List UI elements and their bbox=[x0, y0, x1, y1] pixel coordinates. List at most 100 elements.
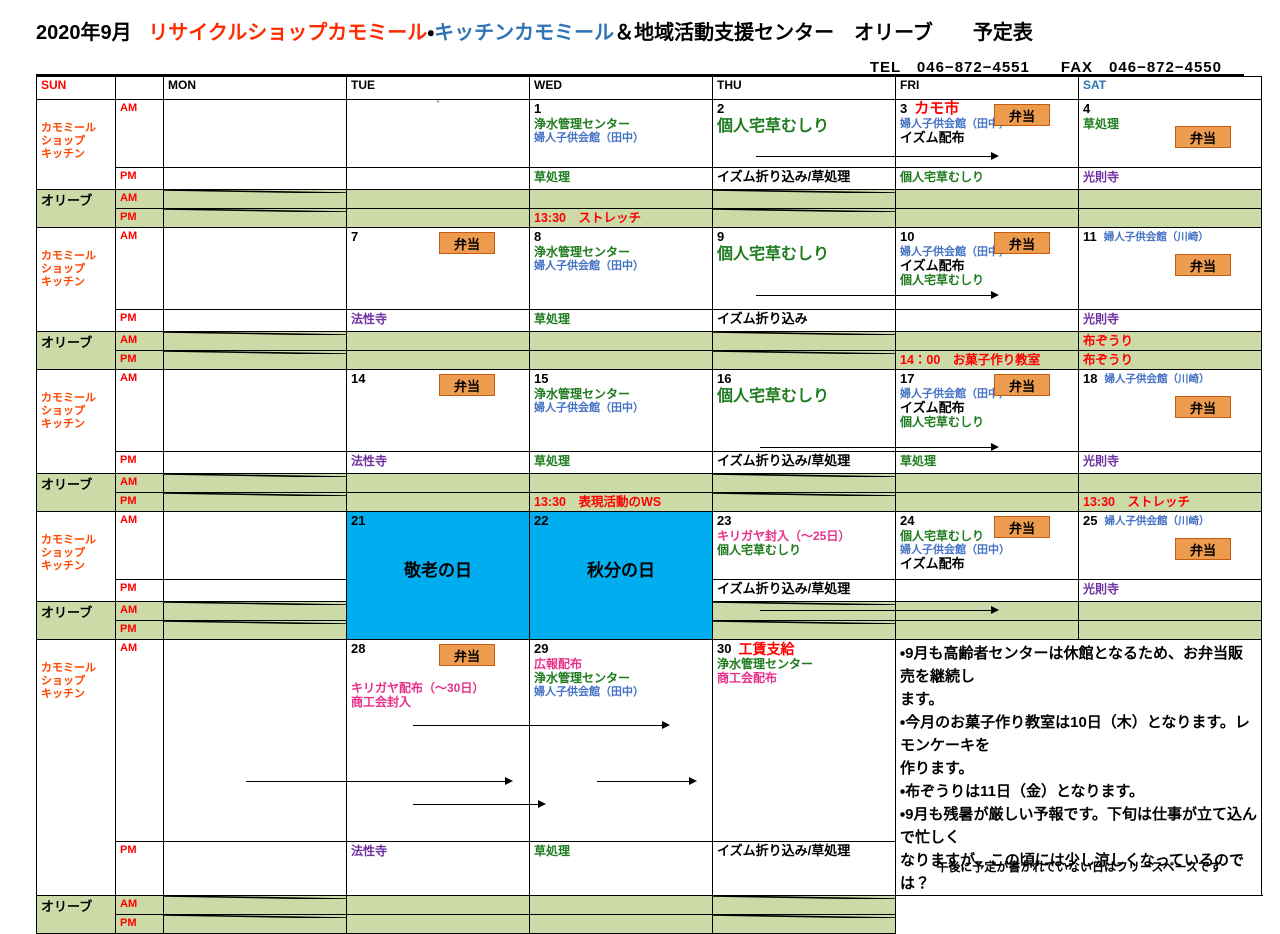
olive-week1-fri-pm[interactable] bbox=[1079, 209, 1262, 228]
olive-week2-sun-am[interactable] bbox=[164, 332, 347, 351]
olive-week1-thu-pm[interactable] bbox=[896, 209, 1079, 228]
olive-week4-fri-am[interactable] bbox=[1079, 602, 1262, 621]
olive-week1-mon-pm[interactable] bbox=[347, 209, 530, 228]
olive-week2-thu-am[interactable] bbox=[896, 332, 1079, 351]
olive-week1-wed-am[interactable] bbox=[713, 190, 896, 209]
cell-week4-fri-pm[interactable]: 光則寺 bbox=[1079, 580, 1262, 602]
cell-week2-sun-pm[interactable] bbox=[164, 310, 347, 332]
cell-week3-fri-pm[interactable]: 光則寺 bbox=[1079, 452, 1262, 474]
olive-week3-tue-am[interactable] bbox=[530, 474, 713, 493]
cell-week2-thu-pm[interactable] bbox=[896, 310, 1079, 332]
olive-week3-fri-pm[interactable]: 13:30 ストレッチ bbox=[1079, 493, 1262, 512]
cell-week1-tue-pm[interactable]: 草処理 bbox=[530, 168, 713, 190]
cell-week4-thu-pm[interactable] bbox=[896, 580, 1079, 602]
olive-week1-tue-pm[interactable]: 13:30 ストレッチ bbox=[530, 209, 713, 228]
cell-week1-thu-pm[interactable]: 個人宅草むしり bbox=[896, 168, 1079, 190]
olive-week4-sun-pm[interactable] bbox=[164, 621, 347, 640]
cell-week1-wed-pm[interactable]: イズム折り込み/草処理 bbox=[713, 168, 896, 190]
olive-week3-wed-am[interactable] bbox=[713, 474, 896, 493]
cell-week3-tue-pm[interactable]: 草処理 bbox=[530, 452, 713, 474]
olive-week3-fri-am[interactable] bbox=[1079, 474, 1262, 493]
cell-week1-sun-am[interactable] bbox=[164, 100, 347, 168]
olive-week3-sun-am[interactable] bbox=[164, 474, 347, 493]
period-label: AM bbox=[120, 604, 137, 616]
olive-week3-mon-am[interactable] bbox=[347, 474, 530, 493]
row-label-line: カモミール bbox=[41, 662, 115, 675]
olive-week5-tue-am[interactable] bbox=[530, 896, 713, 915]
olive-week4-wed-pm[interactable] bbox=[713, 621, 896, 640]
cell-week4-sun-am[interactable] bbox=[164, 512, 347, 580]
cell-week3-sun-pm[interactable] bbox=[164, 452, 347, 474]
cell-week2-tue-pm[interactable]: 草処理 bbox=[530, 310, 713, 332]
olive-week2-sun-pm[interactable] bbox=[164, 351, 347, 370]
cell-week1-mon-pm[interactable] bbox=[347, 168, 530, 190]
cell-week1-sun-pm[interactable] bbox=[164, 168, 347, 190]
olive-week5-sun-pm[interactable] bbox=[164, 915, 347, 934]
olive-week3-thu-pm[interactable] bbox=[896, 493, 1079, 512]
olive-week5-tue-pm[interactable] bbox=[530, 915, 713, 934]
cell-week4-wed-pm[interactable]: イズム折り込み/草処理 bbox=[713, 580, 896, 602]
olive-week3-sun-pm[interactable] bbox=[164, 493, 347, 512]
olive-week5-mon-am[interactable] bbox=[347, 896, 530, 915]
olive-week5-sun-am[interactable] bbox=[164, 896, 347, 915]
olive-week5-wed-pm[interactable] bbox=[713, 915, 896, 934]
olive-week3-mon-pm[interactable] bbox=[347, 493, 530, 512]
cell-week5-sun-am[interactable] bbox=[164, 640, 347, 842]
olive-week1-thu-am[interactable] bbox=[896, 190, 1079, 209]
dow-header-tue: TUE bbox=[347, 77, 530, 100]
cell-week4-sun-pm[interactable] bbox=[164, 580, 347, 602]
cell-week2-mon-pm[interactable]: 法性寺 bbox=[347, 310, 530, 332]
olive-week2-fri-pm[interactable]: 布ぞうり bbox=[1079, 351, 1262, 370]
olive-week1-wed-pm[interactable] bbox=[713, 209, 896, 228]
olive-week2-fri-am[interactable]: 布ぞうり bbox=[1079, 332, 1262, 351]
olive-week3-tue-pm[interactable]: 13:30 表現活動のWS bbox=[530, 493, 713, 512]
olive-week1-mon-am[interactable] bbox=[347, 190, 530, 209]
cell-week3-wed-pm[interactable]: イズム折り込み/草処理 bbox=[713, 452, 896, 474]
olive-week2-tue-am[interactable] bbox=[530, 332, 713, 351]
cell-week3-thu-pm[interactable]: 草処理 bbox=[896, 452, 1079, 474]
olive-week2-mon-am[interactable] bbox=[347, 332, 530, 351]
olive-week4-fri-pm[interactable] bbox=[1079, 621, 1262, 640]
cell-week1-fri-pm[interactable]: 光則寺 bbox=[1079, 168, 1262, 190]
olive-week2-tue-pm[interactable] bbox=[530, 351, 713, 370]
cell-week3-sun-am[interactable] bbox=[164, 370, 347, 452]
olive-week2-wed-pm[interactable] bbox=[713, 351, 896, 370]
olive-week5-mon-pm[interactable] bbox=[347, 915, 530, 934]
cell-week2-sun-am[interactable] bbox=[164, 228, 347, 310]
olive-week1-tue-am[interactable] bbox=[530, 190, 713, 209]
olive-week2-thu-pm[interactable]: 14：00 お菓子作り教室 bbox=[896, 351, 1079, 370]
cell-week1-mon-am[interactable] bbox=[347, 100, 530, 168]
olive-week5-wed-am[interactable] bbox=[713, 896, 896, 915]
olive-week3-wed-pm[interactable] bbox=[713, 493, 896, 512]
olive-week4-sun-am[interactable] bbox=[164, 602, 347, 621]
olive-week3-thu-am[interactable] bbox=[896, 474, 1079, 493]
olive-week1-sun-am[interactable] bbox=[164, 190, 347, 209]
cell-week2-fri-pm[interactable]: 光則寺 bbox=[1079, 310, 1262, 332]
cell-week2-wed-pm[interactable]: イズム折り込み bbox=[713, 310, 896, 332]
olive-week1-sun-pm[interactable] bbox=[164, 209, 347, 228]
free-space-slash bbox=[164, 474, 346, 477]
olive-week2-wed-am[interactable] bbox=[713, 332, 896, 351]
olive-week4-thu-pm[interactable] bbox=[896, 621, 1079, 640]
olive-week2-mon-pm[interactable] bbox=[347, 351, 530, 370]
olive-week1-fri-am[interactable] bbox=[1079, 190, 1262, 209]
cell-week3-mon-pm[interactable]: 法性寺 bbox=[347, 452, 530, 474]
